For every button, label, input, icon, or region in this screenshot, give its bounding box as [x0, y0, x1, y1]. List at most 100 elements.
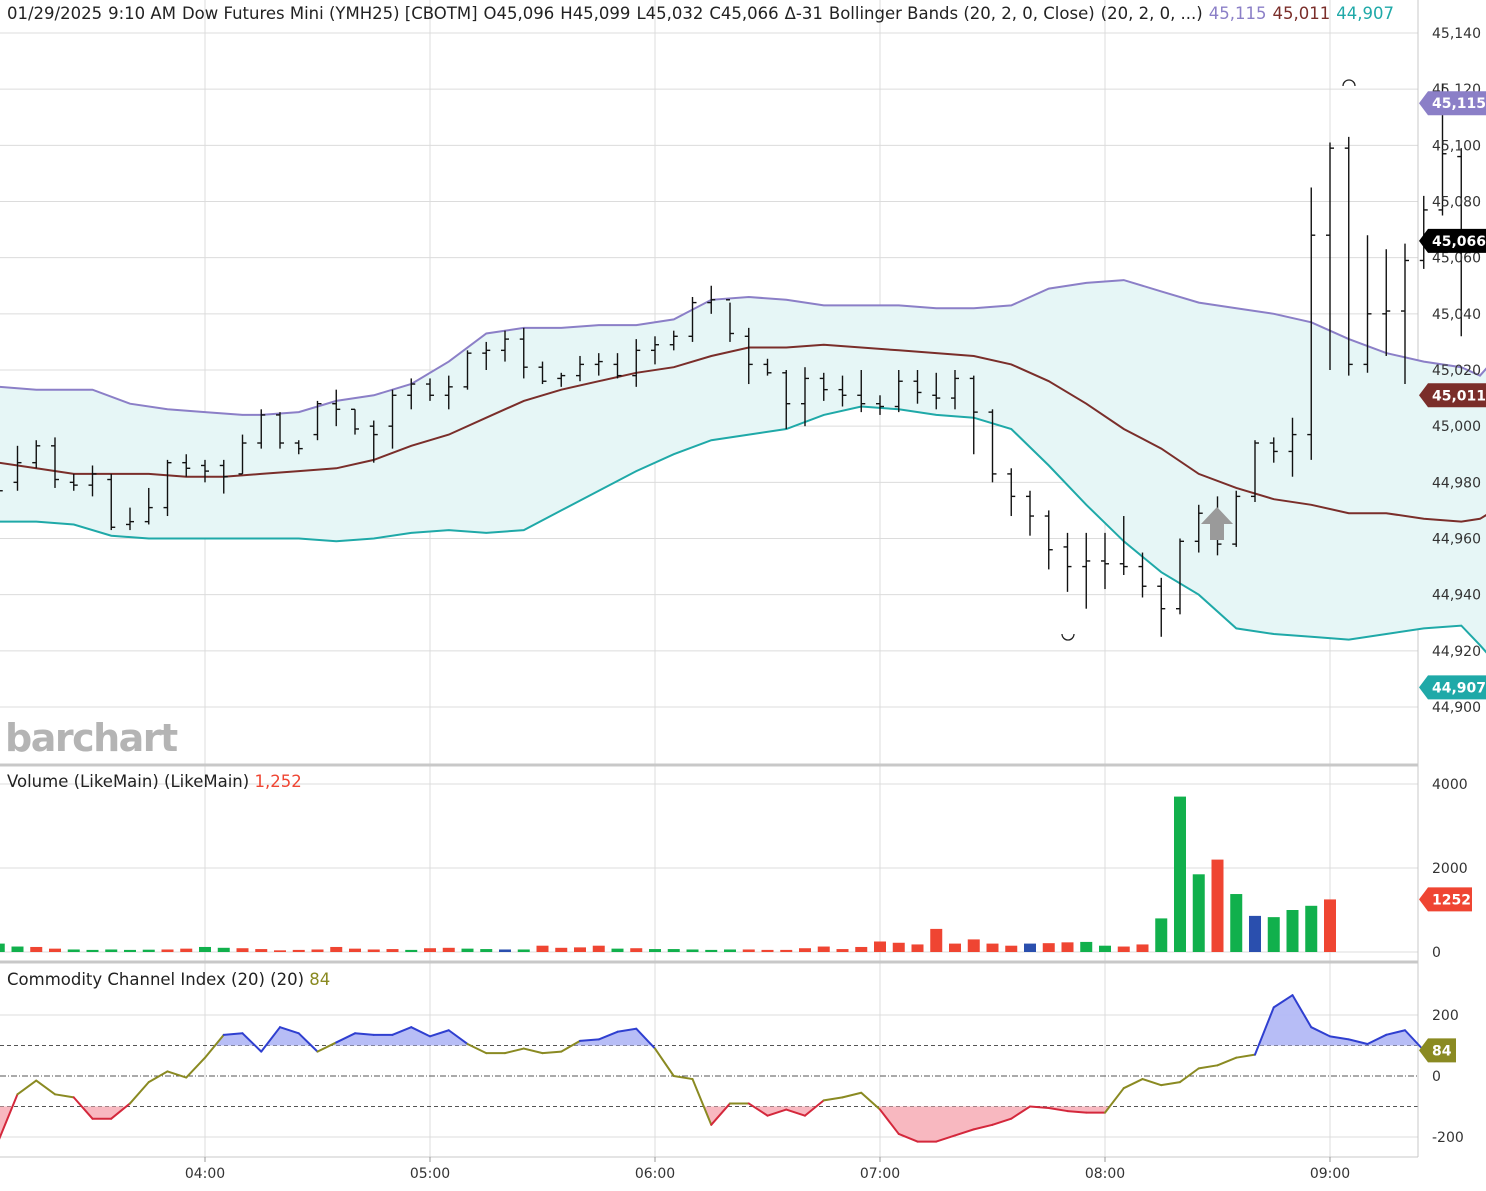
price-tick-label: 44,980 — [1432, 475, 1481, 491]
ohlc-bar — [857, 370, 866, 413]
volume-bar — [742, 949, 755, 952]
cci-line-segment — [1310, 1026, 1331, 1038]
volume-bar — [480, 949, 493, 952]
cci-line-segment — [466, 1042, 488, 1055]
ohlc-bar — [463, 350, 472, 390]
price-tick-label: 44,920 — [1432, 644, 1481, 660]
ohlc-bar — [1326, 142, 1334, 370]
cci-line-segment — [410, 1026, 431, 1038]
cci-line-segment — [260, 1026, 281, 1053]
cci-badge-shape — [1419, 1038, 1456, 1063]
price-tick-label: 45,060 — [1432, 251, 1481, 267]
cci-title: Commodity Channel Index (20) — [7, 970, 265, 989]
volume-bar — [30, 946, 43, 952]
volume-bar — [124, 949, 136, 952]
price-tick-label: 45,000 — [1432, 419, 1481, 435]
ohlc-bar — [1401, 243, 1409, 385]
ohlc-bar — [313, 400, 322, 441]
cci-line-segment — [1404, 1029, 1425, 1052]
cci-tick-label: -200 — [1432, 1130, 1464, 1146]
cci-line-segment — [1104, 1087, 1125, 1114]
volume-bar — [1042, 943, 1055, 952]
ohlc-bar — [32, 440, 41, 469]
ohlc-bar — [876, 395, 884, 415]
ohlc-bar — [969, 375, 978, 455]
signal-arrow-up-icon — [1201, 507, 1233, 540]
volume-badge-shape — [1419, 887, 1472, 912]
cci-panel-title: Commodity Channel Index (20) (20) 84 — [7, 970, 330, 989]
volume-bar — [930, 928, 943, 952]
volume-bar — [442, 947, 455, 952]
cci-line-segment — [1010, 1105, 1031, 1120]
cci-line-segment — [391, 1026, 413, 1036]
cci-line-segment — [297, 1032, 319, 1053]
ohlc-bar — [988, 409, 997, 483]
volume-bar — [349, 948, 361, 952]
volume-bar — [386, 949, 399, 952]
cci-line-segment — [991, 1117, 1013, 1126]
volume-bar — [0, 943, 5, 952]
cci-line-segment — [1216, 1056, 1238, 1067]
volume-bar — [1211, 859, 1224, 952]
volume-bar — [1080, 941, 1093, 952]
ohlc-bar — [388, 389, 397, 449]
cci-line-segment — [241, 1032, 263, 1053]
ohlc-bar — [88, 465, 97, 497]
chart-header: 01/29/2025 9:10 AM Dow Futures Mini (YMH25… — [7, 4, 1400, 23]
volume-bar — [1005, 945, 1018, 952]
volume-bar — [1249, 915, 1261, 952]
volume-bar — [949, 943, 961, 952]
ohlc-bar — [557, 372, 566, 387]
volume-bar — [161, 949, 174, 952]
low-marker — [1061, 633, 1075, 641]
cci-line-segment — [635, 1027, 656, 1050]
volume-bar — [911, 944, 924, 952]
volume-bar — [142, 949, 155, 952]
cci-line-segment — [0, 1093, 19, 1140]
ohlc-bar — [707, 285, 716, 314]
volume-bar — [499, 949, 511, 952]
barchart-logo: barchart — [5, 716, 178, 760]
ohlc-bar — [538, 361, 547, 385]
ohlc-bar — [482, 341, 491, 370]
ohlc-bar — [407, 378, 416, 410]
ohlc-bar — [238, 434, 247, 475]
volume-bar — [330, 946, 343, 952]
cci-line-segment — [1029, 1105, 1050, 1110]
volume-bar — [199, 946, 211, 952]
volume-bar — [217, 947, 230, 952]
volume-bar — [1024, 943, 1036, 952]
volume-bar — [536, 945, 549, 952]
ohlc-bar — [744, 327, 753, 385]
ohlc-bar — [1194, 504, 1203, 553]
volume-bar — [686, 949, 699, 952]
ohlc-bar — [294, 440, 303, 455]
ohlc-bar — [182, 454, 191, 477]
ohlc-bars — [0, 83, 1466, 637]
volume-bar — [986, 943, 999, 952]
cci-line-segment — [316, 1041, 338, 1053]
cci-line-segment — [1385, 1029, 1406, 1036]
time-tick-label: 05:00 — [410, 1166, 450, 1182]
ohlc-bar — [1157, 577, 1166, 637]
ohlc-bar — [1044, 510, 1053, 570]
lower-band-badge-shape — [1419, 675, 1486, 700]
cci-fill-above — [330, 1027, 471, 1046]
ohlc-bar — [1419, 195, 1428, 269]
ohlc-bar — [51, 437, 59, 488]
cci-line-segment — [1066, 1110, 1088, 1114]
ohlc-bar — [1269, 437, 1278, 463]
cci-line-segment — [1235, 1053, 1256, 1059]
volume-bar — [874, 941, 886, 952]
volume-params: (LikeMain) — [164, 772, 250, 791]
cci-value: 84 — [309, 970, 331, 989]
high-marker — [1342, 79, 1356, 87]
ohlc-bar — [1307, 187, 1316, 460]
volume-bar — [367, 949, 380, 952]
volume-bar — [817, 946, 830, 952]
ohlc-bar — [1344, 136, 1353, 376]
ohlc-bar — [1382, 249, 1391, 356]
cci-fill-below — [81, 1106, 127, 1119]
cci-line-segment — [504, 1047, 525, 1055]
